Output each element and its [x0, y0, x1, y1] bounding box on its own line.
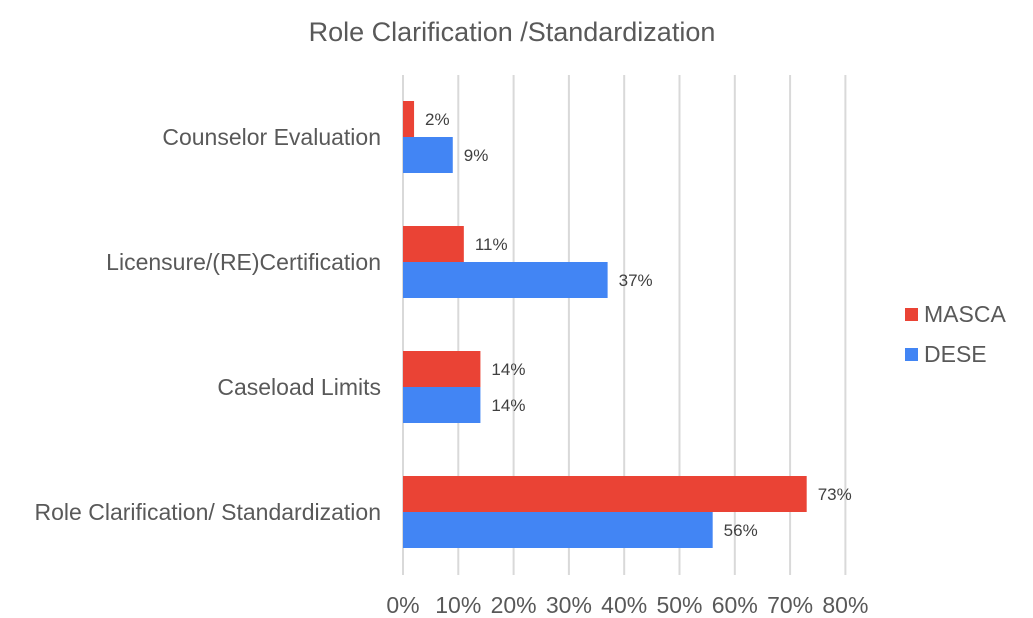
bars	[403, 101, 807, 548]
x-tick-label: 30%	[546, 592, 592, 618]
data-label: 14%	[491, 360, 525, 379]
bar-masca	[403, 101, 415, 137]
data-labels: 2% 9% 11% 37% 14% 14% 73% 56%	[425, 110, 852, 540]
legend-swatch-masca	[905, 308, 918, 321]
x-tick-label: 20%	[491, 592, 537, 618]
data-label: 56%	[724, 521, 758, 540]
legend-swatch-dese	[905, 348, 918, 361]
x-tick-label: 80%	[822, 592, 868, 618]
data-label: 73%	[818, 485, 852, 504]
bar-masca	[403, 226, 464, 262]
x-tick-label: 70%	[767, 592, 813, 618]
data-label: 11%	[475, 235, 508, 254]
chart-title: Role Clarification /Standardization	[309, 17, 716, 47]
legend: MASCA DESE	[905, 301, 1006, 367]
x-tick-label: 40%	[601, 592, 647, 618]
category-label: Caseload Limits	[217, 374, 381, 400]
data-label: 37%	[619, 271, 653, 290]
bar-dese	[403, 262, 608, 298]
data-label: 9%	[464, 146, 489, 165]
category-labels: Counselor Evaluation Licensure/(RE)Certif…	[35, 124, 381, 525]
bar-dese	[403, 512, 713, 548]
legend-label: DESE	[924, 341, 987, 367]
bar-dese	[403, 137, 453, 173]
data-label: 14%	[491, 396, 525, 415]
bar-masca	[403, 351, 481, 387]
x-tick-label: 50%	[656, 592, 702, 618]
x-tick-label: 10%	[435, 592, 481, 618]
legend-label: MASCA	[924, 301, 1006, 327]
x-tick-label: 60%	[712, 592, 758, 618]
x-tick-label: 0%	[386, 592, 419, 618]
bar-dese	[403, 387, 481, 423]
x-axis-tick-labels: 0% 10% 20% 30% 40% 50% 60% 70% 80%	[386, 592, 868, 618]
category-label: Counselor Evaluation	[162, 124, 381, 150]
bar-masca	[403, 476, 807, 512]
category-label: Licensure/(RE)Certification	[106, 249, 381, 275]
gridlines	[402, 75, 847, 575]
data-label: 2%	[425, 110, 450, 129]
category-label: Role Clarification/ Standardization	[35, 499, 381, 525]
